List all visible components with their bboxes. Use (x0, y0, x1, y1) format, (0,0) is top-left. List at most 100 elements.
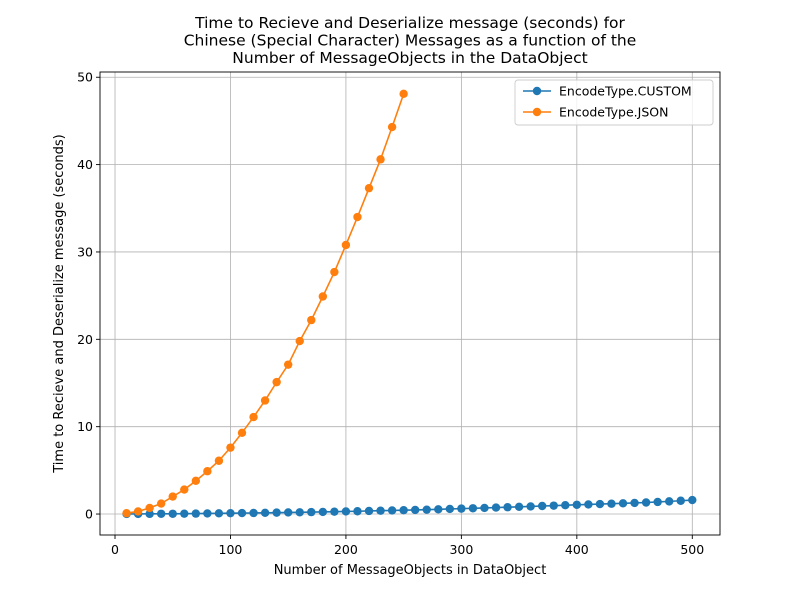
data-point (133, 507, 143, 516)
data-point (549, 501, 558, 510)
title-line-2: Chinese (Special Character) Messages as … (184, 32, 637, 50)
x-tick-label: 500 (680, 542, 704, 557)
y-tick-label: 10 (77, 419, 93, 434)
data-point (434, 505, 443, 514)
data-point (595, 499, 605, 509)
data-point (688, 495, 697, 505)
data-point (168, 492, 177, 501)
data-point (641, 498, 651, 507)
data-point (410, 505, 420, 515)
data-point (607, 499, 616, 508)
data-point (307, 507, 316, 517)
data-point (353, 212, 362, 222)
data-point (249, 412, 258, 422)
legend-label: EncodeType.JSON (559, 105, 668, 120)
data-point (503, 503, 512, 512)
data-point (295, 336, 304, 346)
data-point (237, 508, 247, 518)
data-point (676, 496, 685, 505)
data-point (387, 506, 397, 515)
data-point (537, 501, 547, 511)
data-point (399, 89, 408, 99)
chart-title: Time to Recieve and Deserialize message … (184, 14, 637, 67)
y-tick-label: 0 (85, 507, 93, 522)
data-point (272, 377, 281, 387)
y-tick-label: 20 (77, 332, 93, 347)
y-tick-label: 40 (77, 157, 93, 172)
data-point (653, 497, 662, 507)
y-tick-label: 50 (77, 70, 93, 85)
data-point (272, 508, 281, 517)
data-point (318, 507, 328, 517)
series-0 (122, 495, 697, 519)
data-point (445, 504, 455, 514)
data-point (514, 502, 524, 511)
data-point (330, 267, 339, 277)
data-point (630, 498, 639, 508)
data-point (307, 315, 316, 325)
data-point (584, 500, 593, 509)
data-point (341, 507, 351, 516)
data-point (468, 504, 478, 513)
x-tick-label: 0 (111, 542, 119, 557)
data-point (226, 508, 235, 518)
data-point (664, 497, 674, 506)
data-point (422, 505, 431, 514)
legend-marker (532, 86, 542, 96)
data-point (214, 456, 224, 465)
legend: EncodeType.CUSTOM EncodeType.JSON (514, 79, 714, 126)
data-point (480, 503, 489, 513)
legend-marker (532, 107, 542, 117)
data-point (260, 396, 270, 405)
legend-entry: EncodeType.CUSTOM (523, 84, 692, 99)
data-point (330, 507, 339, 516)
data-point (376, 155, 385, 164)
data-point (260, 508, 270, 518)
series-layer (122, 89, 697, 519)
data-point (191, 476, 201, 486)
x-tick-label: 100 (219, 542, 243, 557)
data-point (376, 506, 385, 515)
data-point (561, 501, 570, 510)
data-point (145, 509, 154, 519)
x-tick-label: 300 (449, 542, 473, 557)
legend-entry: EncodeType.JSON (523, 105, 668, 120)
data-point (203, 509, 212, 518)
data-point (572, 500, 582, 509)
data-point (353, 507, 362, 516)
data-point (168, 509, 177, 518)
data-point (191, 509, 201, 518)
data-point (526, 502, 535, 511)
series-1 (122, 89, 408, 518)
data-point (399, 505, 408, 515)
data-point (156, 499, 166, 508)
title-line-1: Time to Recieve and Deserialize message … (194, 14, 625, 32)
data-point (203, 467, 212, 476)
data-point (180, 509, 189, 518)
data-point (180, 485, 189, 494)
axis-ticks: 0 100 200 300 400 500 0 10 20 30 40 50 (77, 70, 704, 557)
data-point (249, 508, 258, 518)
data-point (387, 122, 397, 132)
title-line-3: Number of MessageObjects in the DataObje… (232, 49, 587, 67)
gridlines (100, 72, 720, 535)
data-point (457, 504, 466, 513)
y-tick-label: 30 (77, 244, 93, 259)
data-point (295, 508, 304, 517)
data-point (364, 183, 374, 193)
data-point (283, 508, 293, 517)
plot-frame (99, 71, 721, 536)
data-point (237, 428, 247, 437)
data-point (341, 240, 351, 250)
x-tick-label: 200 (334, 542, 358, 557)
data-point (491, 503, 501, 512)
y-axis-label: Time to Recieve and Deserialize message … (52, 134, 67, 473)
data-point (214, 509, 224, 518)
data-point (145, 503, 154, 513)
legend-box (514, 79, 714, 126)
x-tick-label: 400 (565, 542, 589, 557)
legend-label: EncodeType.CUSTOM (559, 84, 692, 99)
data-point (364, 506, 374, 516)
